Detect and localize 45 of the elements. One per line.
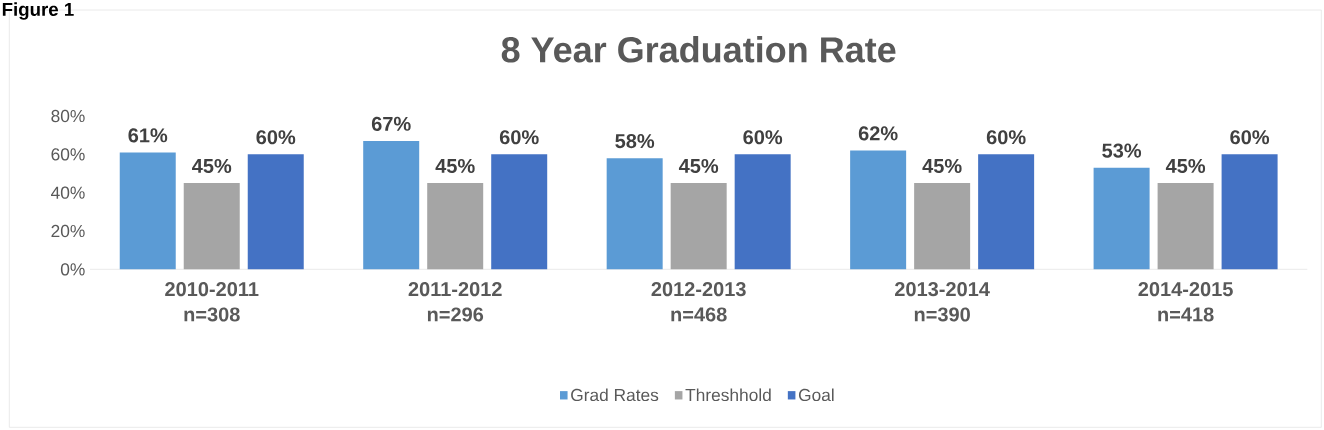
legend-label: Threshhold bbox=[685, 388, 771, 402]
bar bbox=[363, 140, 420, 270]
bar bbox=[119, 152, 176, 270]
bar bbox=[850, 150, 907, 270]
data-label: 53% bbox=[1102, 143, 1142, 158]
bar bbox=[427, 183, 484, 270]
y-tick-label: 80% bbox=[51, 109, 85, 123]
x-tick-label: 2010-2011 n=308 bbox=[165, 282, 259, 322]
x-tick-label: 2011-2012 n=296 bbox=[408, 282, 502, 322]
legend-label: Goal bbox=[798, 388, 834, 402]
x-tick-label: 2012-2013 n=468 bbox=[651, 282, 746, 322]
data-label: 60% bbox=[1230, 130, 1270, 145]
bar bbox=[1093, 167, 1150, 270]
data-label: 60% bbox=[256, 130, 296, 145]
x-tick-label: 2013-2014 n=390 bbox=[895, 282, 990, 322]
data-label: 45% bbox=[192, 158, 232, 174]
y-tick-label: 60% bbox=[51, 148, 85, 161]
bar bbox=[247, 154, 304, 270]
x-tick-label: 2014-2015 n=418 bbox=[1138, 282, 1233, 322]
data-label: 60% bbox=[743, 130, 783, 145]
data-label: 45% bbox=[435, 158, 475, 174]
bar bbox=[183, 183, 240, 270]
data-label: 61% bbox=[128, 128, 168, 143]
data-label: 58% bbox=[615, 133, 655, 149]
data-label: 60% bbox=[499, 130, 539, 145]
bar bbox=[670, 183, 727, 270]
data-label: 62% bbox=[858, 126, 898, 141]
bar bbox=[1157, 183, 1214, 270]
y-tick-label: 40% bbox=[51, 186, 85, 199]
data-label: 45% bbox=[922, 158, 962, 174]
data-label: 45% bbox=[678, 158, 719, 174]
bar bbox=[606, 158, 663, 270]
bar bbox=[491, 154, 548, 270]
bar bbox=[734, 154, 791, 270]
y-tick-label: 0% bbox=[60, 263, 85, 276]
y-tick-label: 20% bbox=[51, 224, 85, 238]
chart-title: 8 Year Graduation Rate bbox=[501, 36, 896, 63]
bar bbox=[914, 183, 971, 270]
data-label: 45% bbox=[1165, 158, 1206, 174]
bar bbox=[1221, 154, 1278, 270]
data-label: 60% bbox=[986, 130, 1026, 145]
caption: Figure 1 bbox=[2, 2, 74, 20]
legend-label: Grad Rates bbox=[571, 388, 659, 402]
data-label: 67% bbox=[371, 116, 411, 131]
bar bbox=[978, 154, 1035, 270]
